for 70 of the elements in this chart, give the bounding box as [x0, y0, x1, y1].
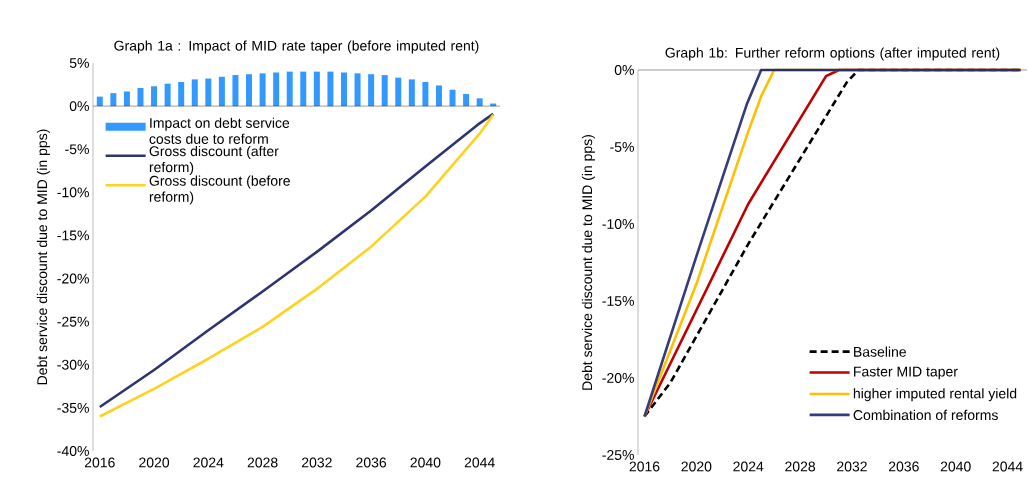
bar — [422, 81, 429, 107]
x-tick-label: 2032 — [301, 457, 332, 468]
y-tick-label: 5% — [69, 58, 89, 68]
bar — [449, 89, 456, 107]
bar — [381, 75, 388, 107]
bar — [246, 74, 253, 107]
legend-label: Faster MID taper — [854, 366, 958, 380]
bar — [300, 71, 307, 107]
y-tick-label: 0% — [614, 65, 634, 75]
y-tick-label: -5% — [65, 144, 89, 155]
legend-label: Baseline — [854, 346, 906, 357]
bar — [395, 77, 402, 107]
x-tick-label: 2016 — [629, 461, 660, 472]
bar — [435, 85, 442, 107]
legend-label: Impact on debt service costs due to reform — [149, 117, 290, 144]
bar — [110, 93, 117, 107]
legend-label: Combination of reforms — [853, 409, 998, 421]
x-tick-label: 2032 — [837, 461, 867, 472]
x-tick-label: 2040 — [940, 461, 971, 472]
y-tick-label: 0% — [69, 101, 89, 112]
bar — [368, 74, 375, 107]
y-axis-title: Debt service discount due to MID (in pps) — [36, 129, 50, 385]
chart-title: Graph 1a : Impact of MID rate taper (before imputed rent) — [114, 40, 479, 54]
bar — [313, 71, 320, 107]
bar — [205, 78, 212, 107]
bar — [273, 72, 280, 107]
y-tick-label: -5% — [610, 142, 634, 152]
y-tick-label: -25% — [602, 450, 634, 460]
x-tick-label: 2044 — [992, 461, 1023, 472]
bar — [191, 79, 198, 107]
x-tick-label: 2028 — [247, 457, 278, 468]
x-tick-label: 2036 — [356, 457, 387, 468]
chart-title: Graph 1b: Further reform options (after imputed rent) — [665, 47, 1000, 61]
bar — [259, 73, 266, 107]
bar — [408, 79, 415, 107]
legend-label: Gross discount (after reform) — [149, 145, 279, 175]
bar — [327, 71, 334, 107]
bar — [232, 75, 239, 107]
y-axis-title: Debt service discount due to MID (in pps) — [581, 135, 595, 390]
x-tick-label: 2040 — [410, 457, 441, 468]
x-tick-label: 2020 — [139, 457, 170, 468]
x-tick-label: 2036 — [888, 461, 919, 472]
bar — [340, 72, 347, 107]
bar — [123, 91, 130, 107]
bar — [178, 81, 185, 107]
x-tick-label: 2024 — [193, 457, 224, 468]
bar — [463, 94, 470, 107]
legend-label: higher imputed rental yield — [853, 388, 1017, 402]
x-tick-label: 2020 — [681, 461, 712, 472]
x-tick-label: 2016 — [84, 457, 115, 468]
x-tick-label: 2028 — [785, 461, 816, 472]
bar — [218, 76, 225, 107]
y-tick-label: -10% — [57, 187, 89, 198]
x-tick-label: 2044 — [464, 457, 495, 468]
x-tick-label: 2024 — [733, 461, 764, 472]
legend-label: Gross discount (before reform) — [149, 175, 290, 205]
bar — [151, 86, 158, 107]
y-tick-label: -15% — [57, 230, 89, 241]
y-tick-label: -10% — [602, 219, 634, 229]
y-tick-label: -20% — [57, 273, 89, 284]
y-tick-label: -25% — [57, 316, 89, 327]
y-tick-label: -35% — [57, 402, 89, 413]
y-tick-label: -30% — [57, 359, 89, 370]
bar — [354, 73, 361, 107]
bar — [137, 88, 144, 107]
y-tick-label: -15% — [602, 296, 634, 306]
bar — [164, 83, 171, 107]
y-tick-label: -40% — [57, 446, 89, 456]
y-tick-label: -20% — [602, 373, 634, 383]
bar — [286, 71, 293, 107]
